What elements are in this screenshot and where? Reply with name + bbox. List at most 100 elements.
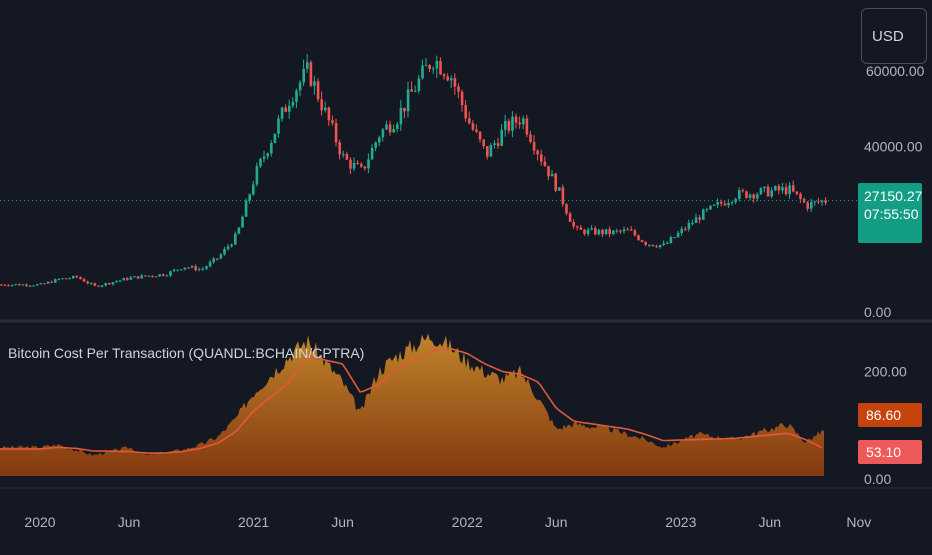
price-candle [734, 198, 737, 203]
price-candle [363, 166, 367, 169]
price-candle [691, 222, 694, 224]
price-candle [532, 141, 536, 151]
price-candle [720, 202, 723, 204]
price-candle [478, 131, 482, 140]
price-candle [633, 230, 637, 236]
price-candle [18, 284, 21, 286]
price-pane[interactable] [0, 54, 858, 288]
price-candle [727, 202, 730, 206]
price-candle [489, 144, 493, 157]
price-candle [327, 107, 331, 121]
price-candle [306, 62, 309, 69]
price-candle [270, 142, 273, 154]
price-candle [104, 283, 107, 286]
price-candle [806, 202, 809, 209]
price-candle [374, 142, 377, 148]
price-candle [284, 107, 287, 112]
price-candle [57, 278, 61, 280]
price-candle [460, 91, 464, 106]
price-candle [277, 118, 280, 134]
currency-button[interactable]: USD [861, 8, 927, 64]
price-candle [100, 285, 104, 287]
price-candle [147, 275, 151, 277]
price-candle [360, 164, 363, 167]
price-candle [450, 78, 453, 81]
price-candle [673, 237, 676, 239]
price-candle [331, 120, 334, 124]
price-candle [345, 154, 349, 160]
indicator-title[interactable]: Bitcoin Cost Per Transaction (QUANDL:BCH… [8, 345, 365, 361]
price-axis-tick: 40000.00 [864, 138, 923, 154]
price-candle [129, 277, 133, 280]
price-candle [507, 120, 511, 131]
time-axis-tick: 2021 [238, 514, 269, 530]
price-candle [255, 166, 259, 185]
price-candle [666, 242, 669, 244]
price-candle [493, 143, 496, 145]
price-candle [637, 235, 640, 241]
price-candle [399, 107, 403, 125]
price-candle [75, 275, 79, 278]
price-candle [338, 142, 341, 155]
price-candle [500, 129, 503, 146]
price-candle [14, 284, 17, 286]
price-candle [367, 159, 370, 169]
price-candle [810, 202, 813, 209]
price-candle [97, 285, 100, 287]
price-candle [309, 62, 313, 86]
price-candle [428, 65, 431, 70]
price-candle [320, 99, 323, 111]
price-candle [777, 186, 781, 191]
price-candle [90, 283, 93, 285]
price-candle [745, 191, 748, 198]
price-candle [291, 101, 295, 106]
time-axis-tick: 2020 [24, 514, 55, 530]
price-candle [64, 278, 68, 280]
price-candle [334, 123, 338, 143]
price-candle [514, 116, 518, 123]
price-candle [482, 139, 485, 147]
price-candle [594, 228, 597, 235]
price-candle [684, 228, 687, 230]
price-candle [36, 284, 39, 286]
price-candle [388, 124, 392, 133]
price-candle [248, 194, 251, 201]
price-candle [187, 267, 190, 269]
price-candle [799, 193, 802, 200]
price-candle [3, 284, 7, 286]
price-candle [730, 202, 734, 204]
time-axis-tick: Nov [846, 514, 871, 530]
price-candle [432, 68, 435, 70]
price-candle [738, 190, 741, 199]
price-candle [349, 159, 352, 169]
price-candle [687, 223, 691, 230]
price-candle [324, 107, 327, 111]
indicator-area [0, 333, 824, 476]
time-axis-tick: 2022 [452, 514, 483, 530]
price-candle [763, 186, 766, 189]
time-axis-tick: 2023 [665, 514, 696, 530]
price-candle [748, 194, 752, 198]
price-candle [198, 269, 201, 271]
price-candle [496, 143, 500, 146]
price-candle [439, 60, 442, 75]
price-candle [421, 65, 424, 79]
price-candle [702, 209, 705, 220]
price-candle [316, 81, 320, 100]
price-candle [144, 275, 147, 277]
price-candle [612, 230, 615, 235]
price-candle [565, 204, 568, 214]
price-candle [468, 118, 471, 124]
price-candle [46, 281, 50, 284]
indicator-value-badge-1: 86.60 [858, 403, 922, 427]
price-candle [619, 230, 622, 232]
price-candle [122, 278, 125, 281]
price-candle [752, 194, 755, 199]
price-candle [72, 275, 75, 279]
price-candle [280, 107, 284, 119]
time-axis-tick: Jun [118, 514, 141, 530]
price-candle [424, 65, 428, 67]
price-candle [151, 275, 154, 277]
indicator-pane[interactable] [0, 333, 824, 477]
